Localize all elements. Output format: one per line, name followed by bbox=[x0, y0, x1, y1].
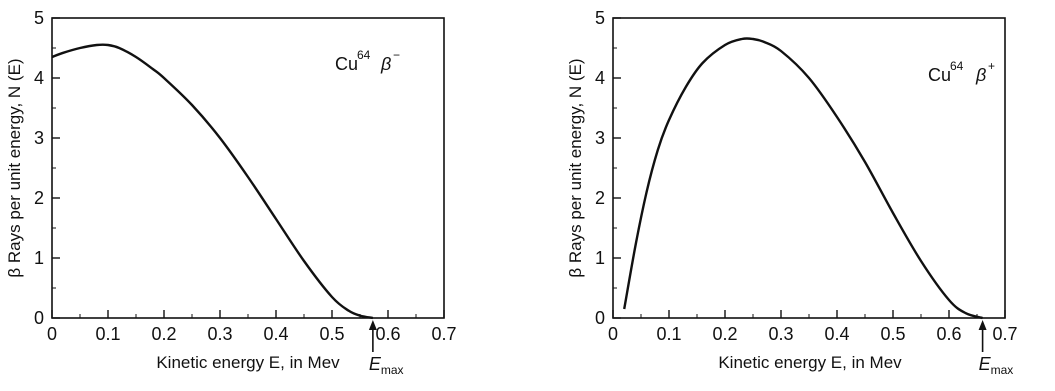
y-tick-label: 3 bbox=[34, 128, 44, 148]
spectrum-curve bbox=[623, 37, 983, 320]
y-tick-label: 0 bbox=[595, 308, 605, 328]
isotope-annotation: Cu 64 β − bbox=[335, 48, 400, 74]
x-tick-label: 0.3 bbox=[207, 324, 232, 344]
emax-marker: Emax bbox=[368, 320, 404, 377]
emax-label: Emax bbox=[979, 354, 1014, 377]
y-axis-label: β Rays per unit energy, N (E) bbox=[5, 58, 24, 277]
y-tick-label: 4 bbox=[595, 68, 605, 88]
emax-label: Emax bbox=[369, 354, 404, 377]
x-tick-label: 0 bbox=[608, 324, 618, 344]
x-tick-label: 0.6 bbox=[936, 324, 961, 344]
x-tick-label: 0 bbox=[47, 324, 57, 344]
annotation-particle: β bbox=[380, 54, 391, 74]
annotation-particle: β bbox=[975, 65, 986, 85]
emax-marker: Emax bbox=[978, 320, 1014, 377]
x-ticks: 0 0.1 0.2 0.3 0.4 0.5 0.6 0.7 bbox=[47, 310, 457, 344]
x-axis-label: Kinetic energy E, in Mev bbox=[718, 353, 902, 372]
y-axis-label: β Rays per unit energy, N (E) bbox=[566, 58, 585, 277]
x-tick-label: 0.5 bbox=[319, 324, 344, 344]
y-tick-label: 2 bbox=[595, 188, 605, 208]
y-tick-label: 5 bbox=[595, 8, 605, 28]
annotation-isotope: Cu bbox=[335, 54, 358, 74]
y-ticks: 0 1 2 3 4 5 bbox=[34, 8, 60, 328]
x-tick-label: 0.7 bbox=[431, 324, 456, 344]
isotope-annotation: Cu 64 β + bbox=[928, 59, 995, 85]
x-tick-label: 0.6 bbox=[375, 324, 400, 344]
x-tick-label: 0.2 bbox=[151, 324, 176, 344]
annotation-charge: − bbox=[393, 48, 400, 62]
emax-arrow-head bbox=[368, 320, 377, 330]
emax-arrow-head bbox=[978, 320, 987, 330]
x-tick-label: 0.1 bbox=[656, 324, 681, 344]
spectrum-curve bbox=[51, 43, 374, 320]
annotation-charge: + bbox=[988, 59, 995, 73]
x-axis-label: Kinetic energy E, in Mev bbox=[156, 353, 340, 372]
y-tick-label: 0 bbox=[34, 308, 44, 328]
y-tick-label: 2 bbox=[34, 188, 44, 208]
y-ticks: 0 1 2 3 4 5 bbox=[595, 8, 621, 328]
x-tick-label: 0.4 bbox=[263, 324, 288, 344]
y-tick-label: 3 bbox=[595, 128, 605, 148]
x-ticks: 0 0.1 0.2 0.3 0.4 0.5 0.6 0.7 bbox=[608, 310, 1018, 344]
annotation-mass: 64 bbox=[950, 59, 964, 73]
x-tick-label: 0.1 bbox=[95, 324, 120, 344]
annotation-mass: 64 bbox=[357, 48, 371, 62]
annotation-isotope: Cu bbox=[928, 65, 951, 85]
y-tick-label: 4 bbox=[34, 68, 44, 88]
x-tick-label: 0.4 bbox=[824, 324, 849, 344]
x-tick-label: 0.7 bbox=[992, 324, 1017, 344]
x-tick-label: 0.2 bbox=[712, 324, 737, 344]
y-tick-label: 1 bbox=[34, 248, 44, 268]
x-tick-label: 0.5 bbox=[880, 324, 905, 344]
plot-frame bbox=[612, 17, 1006, 319]
y-tick-label: 1 bbox=[595, 248, 605, 268]
y-tick-label: 5 bbox=[34, 8, 44, 28]
x-tick-label: 0.3 bbox=[768, 324, 793, 344]
